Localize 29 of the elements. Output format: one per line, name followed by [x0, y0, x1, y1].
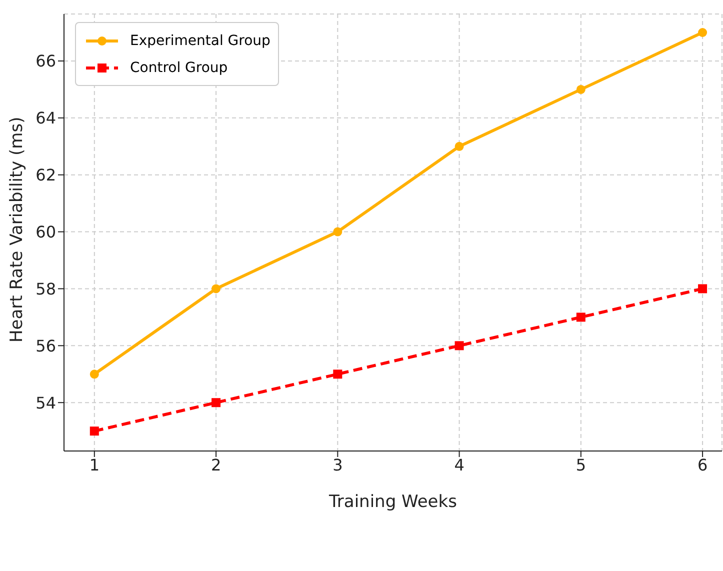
x-tick-label: 3 — [332, 455, 343, 474]
point — [90, 426, 99, 436]
y-tick-label: 62 — [36, 166, 56, 185]
point — [576, 312, 586, 322]
point — [333, 370, 342, 379]
point — [698, 284, 708, 294]
point — [212, 398, 221, 408]
x-tick-label: 1 — [89, 455, 100, 474]
x-axis-title: Training Weeks — [328, 492, 458, 512]
x-tick-label: 2 — [210, 455, 222, 474]
point — [576, 84, 586, 94]
point — [90, 370, 99, 379]
y-tick-label: 54 — [36, 393, 56, 412]
y-tick-label: 60 — [36, 222, 56, 242]
y-tick-label: 66 — [36, 52, 56, 71]
y-tick-label: 64 — [36, 108, 56, 128]
point — [698, 28, 708, 38]
x-tick-label: 4 — [454, 455, 464, 474]
point — [333, 227, 342, 236]
legend-label: Control Group — [130, 60, 228, 76]
y-tick-label: 56 — [36, 336, 56, 356]
legend-label: Experimental Group — [130, 32, 270, 48]
y-axis-title: Heart Rate Variability (ms) — [7, 116, 28, 342]
x-tick-label: 6 — [697, 455, 708, 474]
point — [454, 341, 464, 350]
point — [212, 284, 221, 294]
x-tick-label: 5 — [576, 455, 586, 474]
point — [454, 142, 464, 151]
y-tick-label: 58 — [36, 279, 56, 298]
